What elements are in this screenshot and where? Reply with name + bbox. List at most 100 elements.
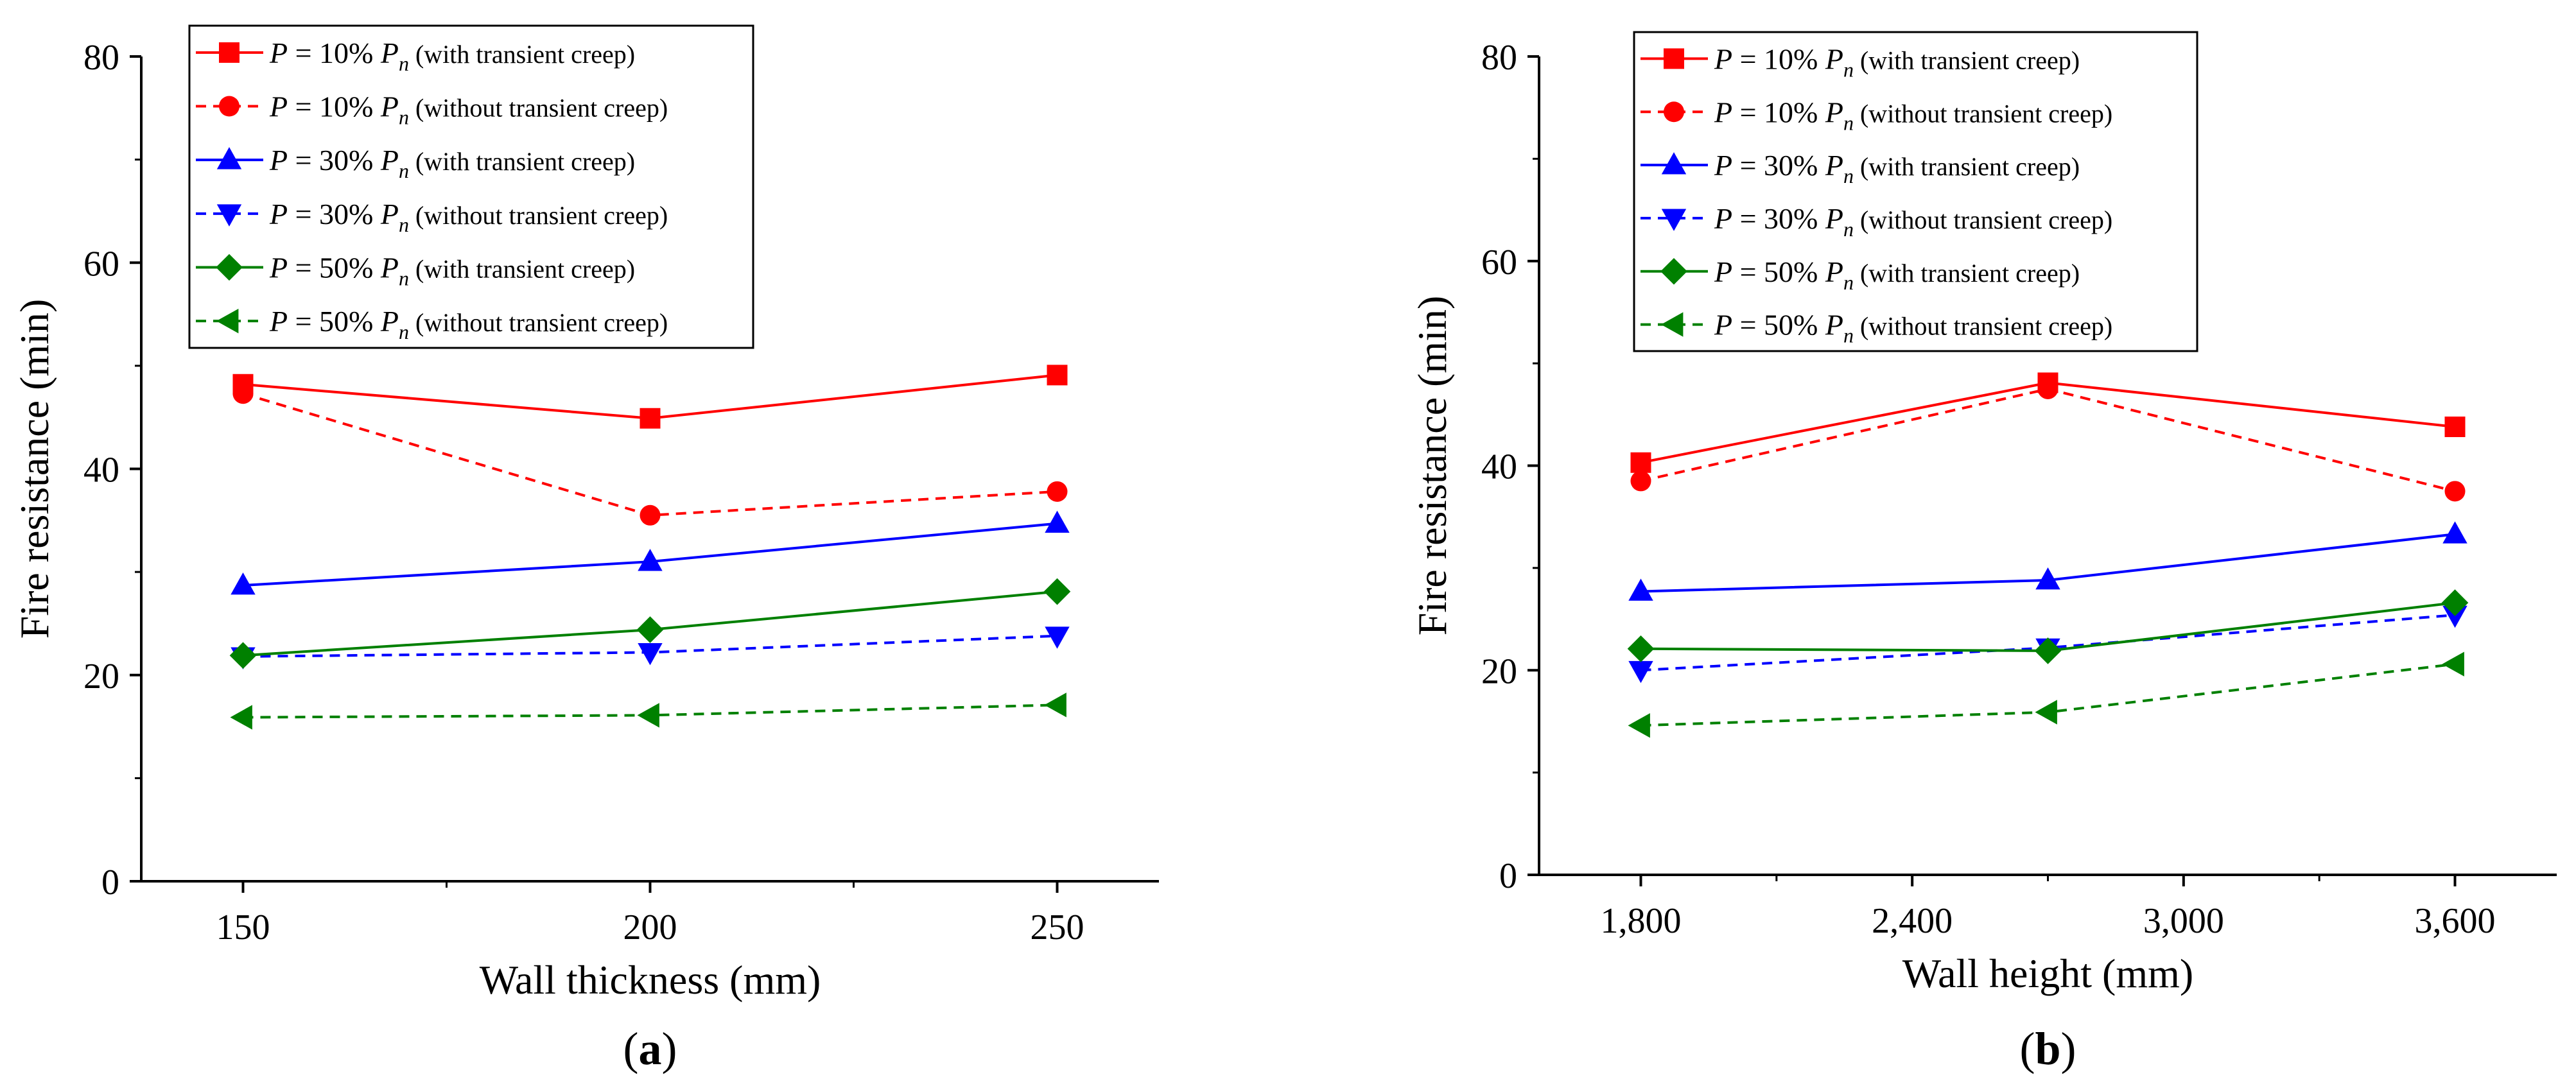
y-axis-title: Fire resistance (min) [12,299,57,639]
data-point [640,408,661,429]
legend-marker [219,42,239,63]
chart-panel-b: 0 20 40 60 80 1,800 2,400 3,000 3,600 Wall height… [1409,31,2557,1074]
data-point [1044,693,1066,718]
data-point [2444,416,2466,437]
legend-marker [1660,257,1687,285]
legend-marker [219,96,239,117]
legend-item: P = 50% Pn (without transient creep) [1640,309,2112,347]
legend-box [1633,31,2198,352]
legend: P = 10% Pn (with transient creep) P = 10%… [188,24,754,349]
x-tick-label: 200 [623,908,677,947]
data-point [638,643,663,666]
panel-label: (a) [623,1023,677,1074]
legend-item: P = 30% Pn (with transient creep) [1640,149,2080,187]
data-point [1627,635,1655,662]
y-tick-label: 20 [83,657,119,696]
y-tick-label: 0 [1499,856,1517,896]
chart-panel-a: 0 20 40 60 80 150 200 250 Wall thickness (mm) Fir… [12,24,1159,1074]
legend-label: P = 10% Pn (without transient creep) [1714,96,2112,134]
series-1 [232,383,1068,526]
legend-label: P = 10% Pn (without transient creep) [269,90,668,129]
data-point [640,504,661,526]
legend-label: P = 50% Pn (without transient creep) [1714,309,2112,347]
legend-label: P = 10% Pn (with transient creep) [1714,42,2080,81]
legend-marker [1661,152,1687,175]
data-point [1628,578,1653,601]
series-2 [1628,521,2467,601]
series-4 [1627,589,2469,664]
legend-item: P = 10% Pn (with transient creep) [1640,42,2080,81]
y-tick-label: 40 [83,451,119,490]
legend: P = 10% Pn (with transient creep) P = 10%… [1633,31,2198,352]
data-point [1630,452,1651,473]
series-line [1640,387,2455,493]
y-tick-label: 0 [101,863,119,902]
series-5 [1628,651,2464,738]
legend-label: P = 30% Pn (without transient creep) [269,198,668,236]
data-point [2035,700,2057,725]
legend-marker [1664,48,1684,69]
data-point [2442,521,2467,544]
legend-label: P = 10% Pn (with transient creep) [269,37,635,75]
data-point [232,383,254,404]
data-point [1045,510,1070,533]
y-tick-label: 80 [1481,38,1517,78]
legend-marker [216,254,243,281]
legend-marker [216,147,242,169]
legend-item: P = 30% Pn (without transient creep) [1640,202,2112,241]
x-tick-label: 3,600 [2415,901,2496,941]
data-point [1630,470,1651,492]
y-tick-label: 80 [83,38,119,78]
legend-marker [1664,101,1684,123]
x-axis-title: Wall thickness (mm) [480,957,821,1003]
y-tick-label: 60 [1481,243,1517,282]
series-4 [229,578,1071,669]
data-point [1047,481,1068,502]
legend-label: P = 50% Pn (without transient creep) [269,305,668,343]
legend-label: P = 30% Pn (with transient creep) [269,144,635,182]
panel-label: (b) [2019,1023,2076,1074]
data-point [638,549,663,571]
legend-item: P = 50% Pn (with transient creep) [1640,255,2080,294]
legend-label: P = 30% Pn (without transient creep) [1714,202,2112,241]
legend-marker [216,204,242,227]
legend-item: P = 30% Pn (with transient creep) [196,144,635,182]
data-point [2441,589,2469,616]
y-axis-title: Fire resistance (min) [1409,296,1455,636]
legend-item: P = 30% Pn (without transient creep) [196,198,668,236]
data-point [1045,626,1070,649]
data-point [2034,637,2062,664]
data-point [636,616,664,643]
data-point [2444,481,2466,502]
legend-marker [1661,209,1687,231]
legend-item: P = 50% Pn (with transient creep) [196,252,635,290]
legend-label: P = 50% Pn (with transient creep) [1714,255,2080,294]
legend-item: P = 50% Pn (without transient creep) [196,305,668,343]
data-point [2442,605,2467,628]
x-tick-label: 3,000 [2143,901,2224,941]
data-point [2035,567,2060,590]
x-tick-label: 150 [216,908,270,947]
y-tick-label: 40 [1481,447,1517,487]
x-axis-title: Wall height (mm) [1902,951,2193,996]
legend-marker [216,308,239,334]
x-tick-label: 250 [1031,908,1084,947]
data-point [2442,651,2464,677]
x-tick-label: 2,400 [1872,901,1953,941]
legend-item: P = 10% Pn (without transient creep) [196,90,668,129]
data-point [2037,378,2058,399]
legend-marker [1661,312,1684,337]
series-1 [1630,378,2466,502]
series-5 [230,693,1066,730]
y-tick-label: 60 [83,244,119,284]
legend-item: P = 10% Pn (with transient creep) [196,37,635,75]
data-point [1628,713,1650,738]
data-point [1628,660,1653,684]
legend-box [188,24,754,349]
legend-label: P = 50% Pn (with transient creep) [269,252,635,290]
legend-label: P = 30% Pn (with transient creep) [1714,149,2080,187]
data-point [1043,578,1071,605]
series-2 [231,510,1070,595]
data-point [229,642,257,669]
